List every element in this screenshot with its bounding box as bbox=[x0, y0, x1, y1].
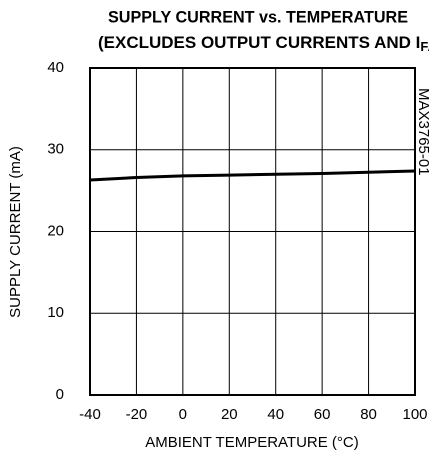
x-tick-label: 20 bbox=[221, 406, 238, 423]
y-tick-label: 30 bbox=[47, 141, 64, 158]
y-tick-label: 10 bbox=[47, 304, 64, 321]
y-tick-label: 20 bbox=[47, 222, 64, 239]
x-tick-label: 60 bbox=[314, 406, 331, 423]
plot-frame bbox=[89, 67, 416, 396]
chart-title: SUPPLY CURRENT vs. TEMPERATURE bbox=[108, 7, 408, 26]
subtitle-text: (EXCLUDES OUTPUT CURRENTS AND I bbox=[98, 33, 420, 52]
x-tick-label: 40 bbox=[267, 406, 284, 423]
x-tick-label: 0 bbox=[179, 406, 187, 423]
y-tick-label: 40 bbox=[47, 59, 64, 76]
x-tick-label: 80 bbox=[360, 406, 377, 423]
x-tick-label: 100 bbox=[402, 406, 427, 423]
x-tick-label: -20 bbox=[126, 406, 148, 423]
data-line bbox=[89, 169, 416, 182]
chart-subtitle: (EXCLUDES OUTPUT CURRENTS AND IFAIL) bbox=[98, 33, 429, 54]
x-tick-label: -40 bbox=[79, 406, 101, 423]
y-axis-label: SUPPLY CURRENT (mA) bbox=[7, 146, 24, 318]
y-tick-label: 0 bbox=[56, 386, 64, 403]
x-axis-label: AMBIENT TEMPERATURE (°C) bbox=[145, 434, 359, 451]
annotation: MAX3765-01 bbox=[415, 88, 429, 176]
subtitle-subscript: FAIL bbox=[420, 39, 429, 54]
